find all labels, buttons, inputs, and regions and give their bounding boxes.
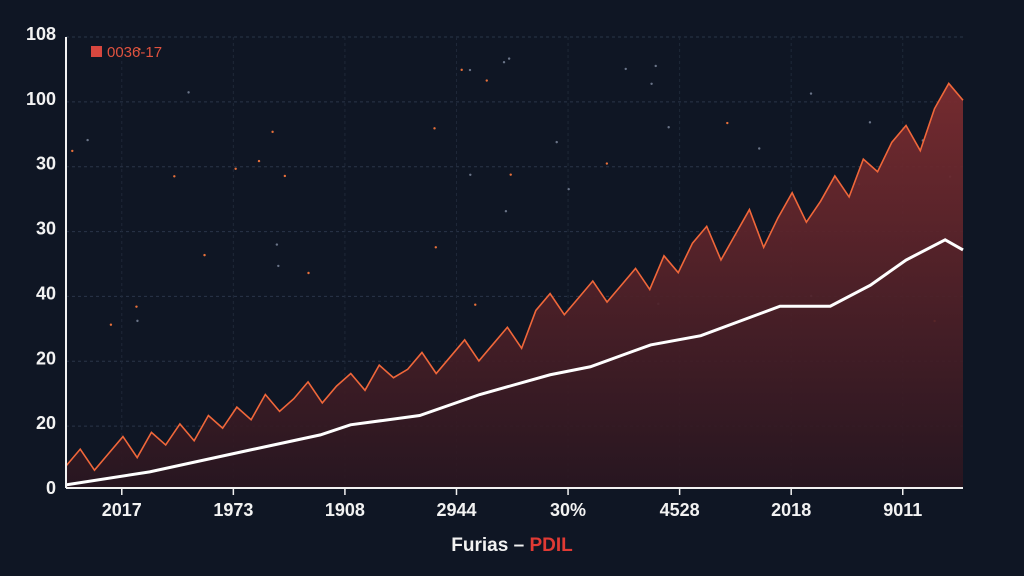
y-tick-label: 40: [36, 283, 56, 303]
background-dot: [434, 246, 438, 249]
background-dot: [485, 79, 488, 82]
background-dot: [307, 271, 310, 275]
noisy-series-area: [66, 83, 963, 487]
x-axis-title: Furias – PDIL: [0, 535, 1024, 557]
x-axis-title-accent: PDIL: [529, 535, 573, 556]
y-tick-label: 0: [46, 478, 56, 498]
background-dot: [187, 91, 190, 94]
y-tick-label: 108: [26, 24, 56, 44]
background-dot: [469, 173, 472, 176]
x-tick-label: 1908: [325, 500, 365, 520]
background-dot: [257, 159, 261, 163]
background-dot: [502, 61, 506, 64]
x-tick-label: 1973: [213, 500, 253, 520]
background-dot: [277, 264, 280, 268]
background-dot: [507, 57, 511, 60]
background-dot: [509, 173, 512, 176]
grid: [66, 36, 963, 487]
x-tick-label: 9011: [883, 500, 922, 520]
background-dot: [650, 82, 653, 86]
legend-label: 0036-17: [107, 44, 162, 61]
x-tick-labels: 2017 1973 1908 2944 30% 4528 2018 9011: [102, 488, 922, 520]
background-dot: [283, 174, 287, 178]
background-dot: [654, 64, 657, 68]
background-dot: [726, 121, 729, 125]
background-dot: [234, 167, 237, 170]
background-dot: [758, 147, 761, 150]
background-dot: [433, 127, 436, 130]
background-dot: [809, 92, 813, 95]
y-tick-label: 30: [36, 219, 56, 239]
legend: 0036-17: [91, 44, 162, 61]
background-dot: [275, 243, 279, 246]
background-dot: [460, 68, 463, 72]
background-dot: [474, 303, 477, 306]
x-tick-label: 30%: [550, 500, 586, 520]
background-dot: [567, 187, 570, 191]
legend-swatch: [91, 46, 102, 57]
x-axis-title-main: Furias –: [451, 535, 530, 556]
y-tick-label: 20: [36, 348, 56, 368]
background-dot: [173, 175, 176, 178]
background-dot: [624, 67, 627, 71]
background-dot: [109, 323, 113, 326]
background-dot: [468, 68, 472, 72]
x-tick-label: 4528: [660, 500, 700, 520]
background-dot: [135, 305, 138, 308]
y-tick-label: 20: [36, 413, 56, 433]
x-tick-label: 2018: [771, 500, 811, 520]
trend-line: [65, 238, 964, 487]
y-tick-labels: 0 20 20 40 30 30 100 108: [26, 24, 56, 498]
y-tick-label: 100: [26, 89, 56, 109]
y-tick-label: 30: [36, 154, 56, 174]
background-dot: [667, 126, 670, 129]
background-dot: [71, 149, 74, 153]
background-dot: [138, 48, 141, 51]
background-dot: [605, 162, 609, 165]
background-dot: [504, 210, 508, 213]
background-dot: [555, 140, 558, 144]
x-tick-label: 2944: [436, 500, 476, 520]
background-dot: [86, 138, 89, 142]
background-dot: [203, 253, 206, 257]
background-dot: [868, 121, 872, 124]
x-tick-label: 2017: [102, 500, 142, 520]
background-dot: [136, 319, 139, 323]
background-dot: [271, 130, 274, 134]
noisy-series-line: [65, 82, 964, 472]
